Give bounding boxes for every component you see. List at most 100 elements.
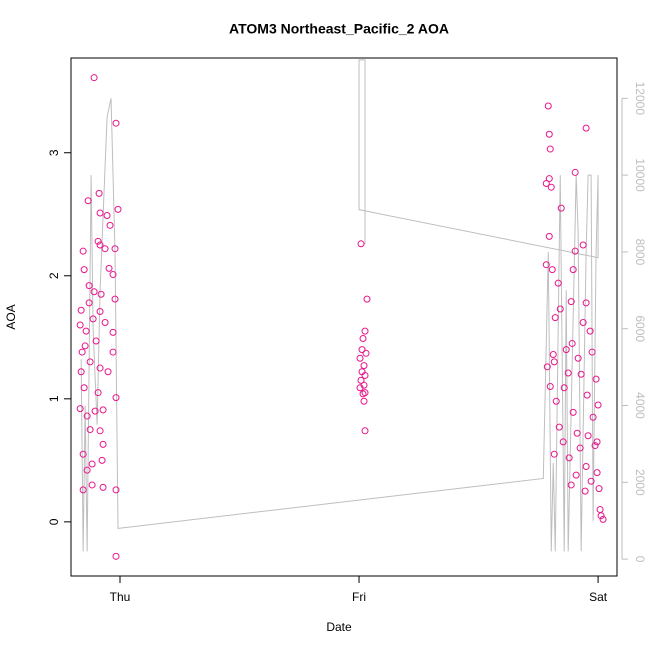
point: [361, 371, 369, 379]
point: [577, 370, 585, 378]
point: [599, 515, 607, 523]
line-series: [80, 59, 599, 552]
point: [89, 315, 97, 323]
point: [560, 384, 568, 392]
y-tick-label: 0: [47, 518, 61, 525]
point: [76, 321, 84, 329]
x-tick-label: Fri: [352, 590, 366, 604]
point: [576, 444, 584, 452]
point: [596, 506, 604, 514]
point: [356, 354, 364, 362]
point: [547, 183, 555, 191]
point: [95, 189, 103, 197]
point: [593, 438, 601, 446]
point: [591, 442, 599, 450]
point: [90, 74, 98, 82]
point: [569, 266, 577, 274]
point: [567, 481, 575, 489]
point: [101, 319, 109, 327]
point: [574, 354, 582, 362]
point: [545, 130, 553, 138]
point: [543, 363, 551, 371]
point: [96, 209, 104, 217]
point: [88, 481, 96, 489]
y-tick-label: 2: [47, 272, 61, 279]
point: [593, 469, 601, 477]
point: [356, 384, 364, 392]
point: [542, 180, 550, 188]
point: [571, 247, 579, 255]
point: [81, 342, 89, 350]
point: [579, 319, 587, 327]
point: [96, 241, 104, 249]
point: [573, 429, 581, 437]
point: [77, 306, 85, 314]
y-tick-label: 1: [47, 395, 61, 402]
point: [104, 368, 112, 376]
point: [571, 168, 579, 176]
point: [542, 261, 550, 269]
point: [358, 346, 366, 354]
point: [101, 245, 109, 253]
point: [592, 375, 600, 383]
y-tick-label: 3: [47, 149, 61, 156]
point: [549, 351, 557, 359]
point: [572, 471, 580, 479]
point: [589, 413, 597, 421]
point: [361, 327, 369, 335]
point: [90, 288, 98, 296]
point: [564, 369, 572, 377]
point: [544, 102, 552, 110]
point: [94, 237, 102, 245]
y-axis-label: AOA: [4, 304, 18, 329]
point: [555, 423, 563, 431]
point: [587, 477, 595, 485]
point: [109, 348, 117, 356]
point: [76, 405, 84, 413]
point: [82, 327, 90, 335]
point: [568, 339, 576, 347]
point: [91, 407, 99, 415]
point: [86, 358, 94, 366]
point: [546, 145, 554, 153]
point: [111, 245, 119, 253]
point: [567, 298, 575, 306]
point: [78, 348, 86, 356]
point: [79, 486, 87, 494]
point: [85, 299, 93, 307]
point: [99, 440, 107, 448]
y2-tick-label: 10000: [633, 158, 647, 192]
point: [362, 349, 370, 357]
point: [114, 205, 122, 213]
point: [582, 462, 590, 470]
plot-frame: [70, 57, 618, 577]
point: [83, 412, 91, 420]
point: [85, 282, 93, 290]
x-tick-label: Thu: [110, 590, 131, 604]
point: [360, 397, 368, 405]
point: [96, 427, 104, 435]
point: [359, 335, 367, 343]
point: [99, 406, 107, 414]
point: [112, 486, 120, 494]
chart-title: ATOM3 Northeast_Pacific_2 AOA: [229, 21, 449, 37]
point: [109, 271, 117, 279]
point: [583, 391, 591, 399]
y2-tick-label: 0: [633, 556, 647, 563]
point: [546, 383, 554, 391]
point: [103, 211, 111, 219]
point: [96, 307, 104, 315]
point: [582, 299, 590, 307]
point: [357, 376, 365, 384]
point: [565, 454, 573, 462]
point: [79, 247, 87, 255]
point: [552, 397, 560, 405]
point: [361, 427, 369, 435]
point: [77, 368, 85, 376]
point: [360, 362, 368, 370]
point: [551, 314, 559, 322]
point: [97, 290, 105, 298]
point: [106, 221, 114, 229]
point: [545, 175, 553, 183]
